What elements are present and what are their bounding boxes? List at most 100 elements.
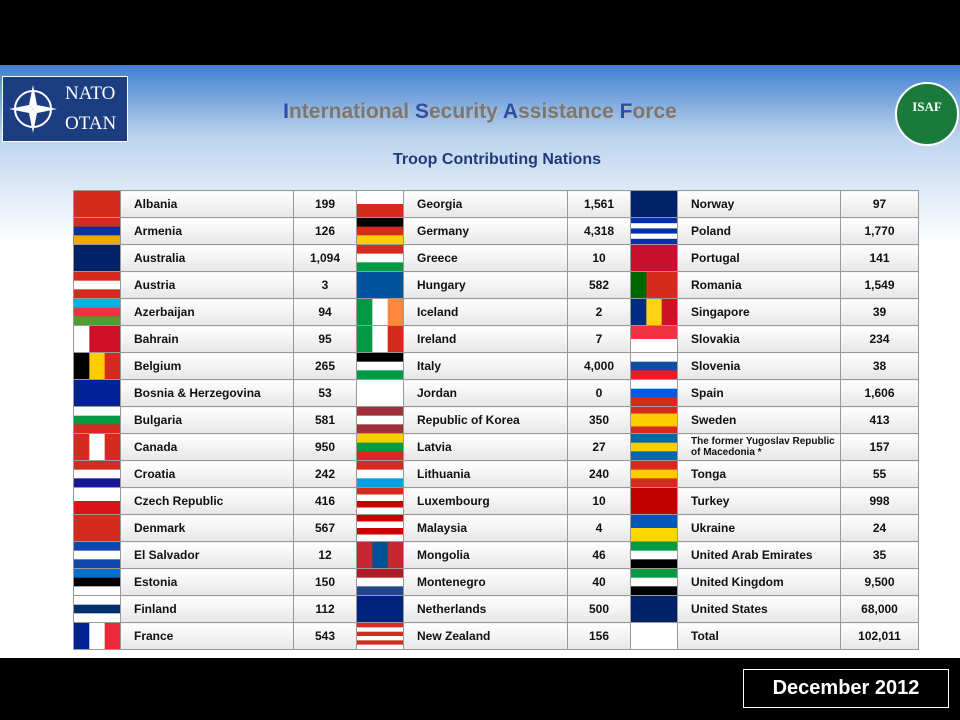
country-name: Belgium xyxy=(120,352,294,380)
troop-count: 95 xyxy=(293,325,357,353)
flag-cell xyxy=(630,325,678,353)
flag xyxy=(74,299,120,325)
troop-count: 0 xyxy=(567,379,631,407)
country-name: Tonga xyxy=(677,460,841,488)
flag-cell xyxy=(73,271,121,299)
troop-count: 416 xyxy=(293,487,357,515)
country-name: Bosnia & Herzegovina xyxy=(120,379,294,407)
nations-table: Albania 199 Georgia 1,561 Norway 97 Armenia 126… xyxy=(73,190,919,650)
flag xyxy=(357,326,403,352)
table-row: Finland 112 Netherlands 500 United States 68,… xyxy=(73,595,919,623)
troop-count: 46 xyxy=(567,541,631,569)
table-row: France 543 New Zealand 156 Total 102,011 xyxy=(73,622,919,650)
troop-count: 998 xyxy=(840,487,919,515)
flag-cell xyxy=(73,379,121,407)
flag-cell xyxy=(73,622,121,650)
flag-cell xyxy=(73,487,121,515)
country-name: Turkey xyxy=(677,487,841,515)
flag-cell xyxy=(630,217,678,245)
table-row: Croatia 242 Lithuania 240 Tonga 55 xyxy=(73,460,919,488)
troop-count: 10 xyxy=(567,244,631,272)
flag xyxy=(357,488,403,514)
table-row: Austria 3 Hungary 582 Romania 1,549 xyxy=(73,271,919,299)
flag-cell xyxy=(630,514,678,542)
flag xyxy=(631,569,677,595)
table-row: Canada 950 Latvia 27 The former Yugoslav Rep… xyxy=(73,433,919,461)
troop-count: 265 xyxy=(293,352,357,380)
country-name: Bulgaria xyxy=(120,406,294,434)
flag-cell xyxy=(73,217,121,245)
country-name: France xyxy=(120,622,294,650)
flag xyxy=(74,461,120,487)
troop-count: 112 xyxy=(293,595,357,623)
troop-count: 582 xyxy=(567,271,631,299)
flag-cell xyxy=(73,460,121,488)
flag xyxy=(631,245,677,271)
flag xyxy=(631,353,677,379)
flag xyxy=(74,272,120,298)
troop-count: 38 xyxy=(840,352,919,380)
troop-count: 2 xyxy=(567,298,631,326)
flag xyxy=(74,515,120,541)
country-name: Estonia xyxy=(120,568,294,596)
troop-count: 234 xyxy=(840,325,919,353)
flag xyxy=(631,218,677,244)
troop-count: 1,094 xyxy=(293,244,357,272)
country-name: Croatia xyxy=(120,460,294,488)
flag-cell xyxy=(73,541,121,569)
troop-count: 543 xyxy=(293,622,357,650)
country-name: Mongolia xyxy=(403,541,568,569)
flag-cell xyxy=(73,325,121,353)
troop-count: 350 xyxy=(567,406,631,434)
country-name: United States xyxy=(677,595,841,623)
table-row: Belgium 265 Italy 4,000 Slovenia 38 xyxy=(73,352,919,380)
flag-cell xyxy=(73,298,121,326)
country-name: Germany xyxy=(403,217,568,245)
table-row: Albania 199 Georgia 1,561 Norway 97 xyxy=(73,190,919,218)
table-row: Armenia 126 Germany 4,318 Poland 1,770 xyxy=(73,217,919,245)
troop-count: 581 xyxy=(293,406,357,434)
country-name: Latvia xyxy=(403,433,568,461)
flag-cell xyxy=(356,541,404,569)
logo-text: OTAN xyxy=(65,113,117,134)
country-name: Netherlands xyxy=(403,595,568,623)
troop-count: 12 xyxy=(293,541,357,569)
troop-count: 102,011 xyxy=(840,622,919,650)
flag-cell xyxy=(356,433,404,461)
flag-cell xyxy=(356,244,404,272)
troop-count: 55 xyxy=(840,460,919,488)
country-name: Poland xyxy=(677,217,841,245)
flag xyxy=(357,596,403,622)
flag xyxy=(357,353,403,379)
flag-cell xyxy=(630,298,678,326)
table-row: Bahrain 95 Ireland 7 Slovakia 234 xyxy=(73,325,919,353)
flag xyxy=(74,380,120,406)
flag xyxy=(74,623,120,649)
flag xyxy=(357,218,403,244)
flag xyxy=(631,488,677,514)
flag xyxy=(74,191,120,217)
troop-count: 24 xyxy=(840,514,919,542)
flag xyxy=(74,434,120,460)
flag-cell xyxy=(630,406,678,434)
country-name: Lithuania xyxy=(403,460,568,488)
troop-count: 4 xyxy=(567,514,631,542)
country-name: Iceland xyxy=(403,298,568,326)
flag xyxy=(357,380,403,406)
flag-cell xyxy=(630,487,678,515)
country-name: Australia xyxy=(120,244,294,272)
flag xyxy=(631,542,677,568)
flag xyxy=(631,299,677,325)
flag-cell xyxy=(630,568,678,596)
country-name: Ukraine xyxy=(677,514,841,542)
troop-count: 53 xyxy=(293,379,357,407)
troop-count: 7 xyxy=(567,325,631,353)
country-name: El Salvador xyxy=(120,541,294,569)
country-name: Hungary xyxy=(403,271,568,299)
troop-count: 156 xyxy=(567,622,631,650)
flag-cell xyxy=(356,406,404,434)
title-part: nternational xyxy=(288,100,415,123)
troop-count: 141 xyxy=(840,244,919,272)
troop-count: 1,549 xyxy=(840,271,919,299)
country-name: Armenia xyxy=(120,217,294,245)
